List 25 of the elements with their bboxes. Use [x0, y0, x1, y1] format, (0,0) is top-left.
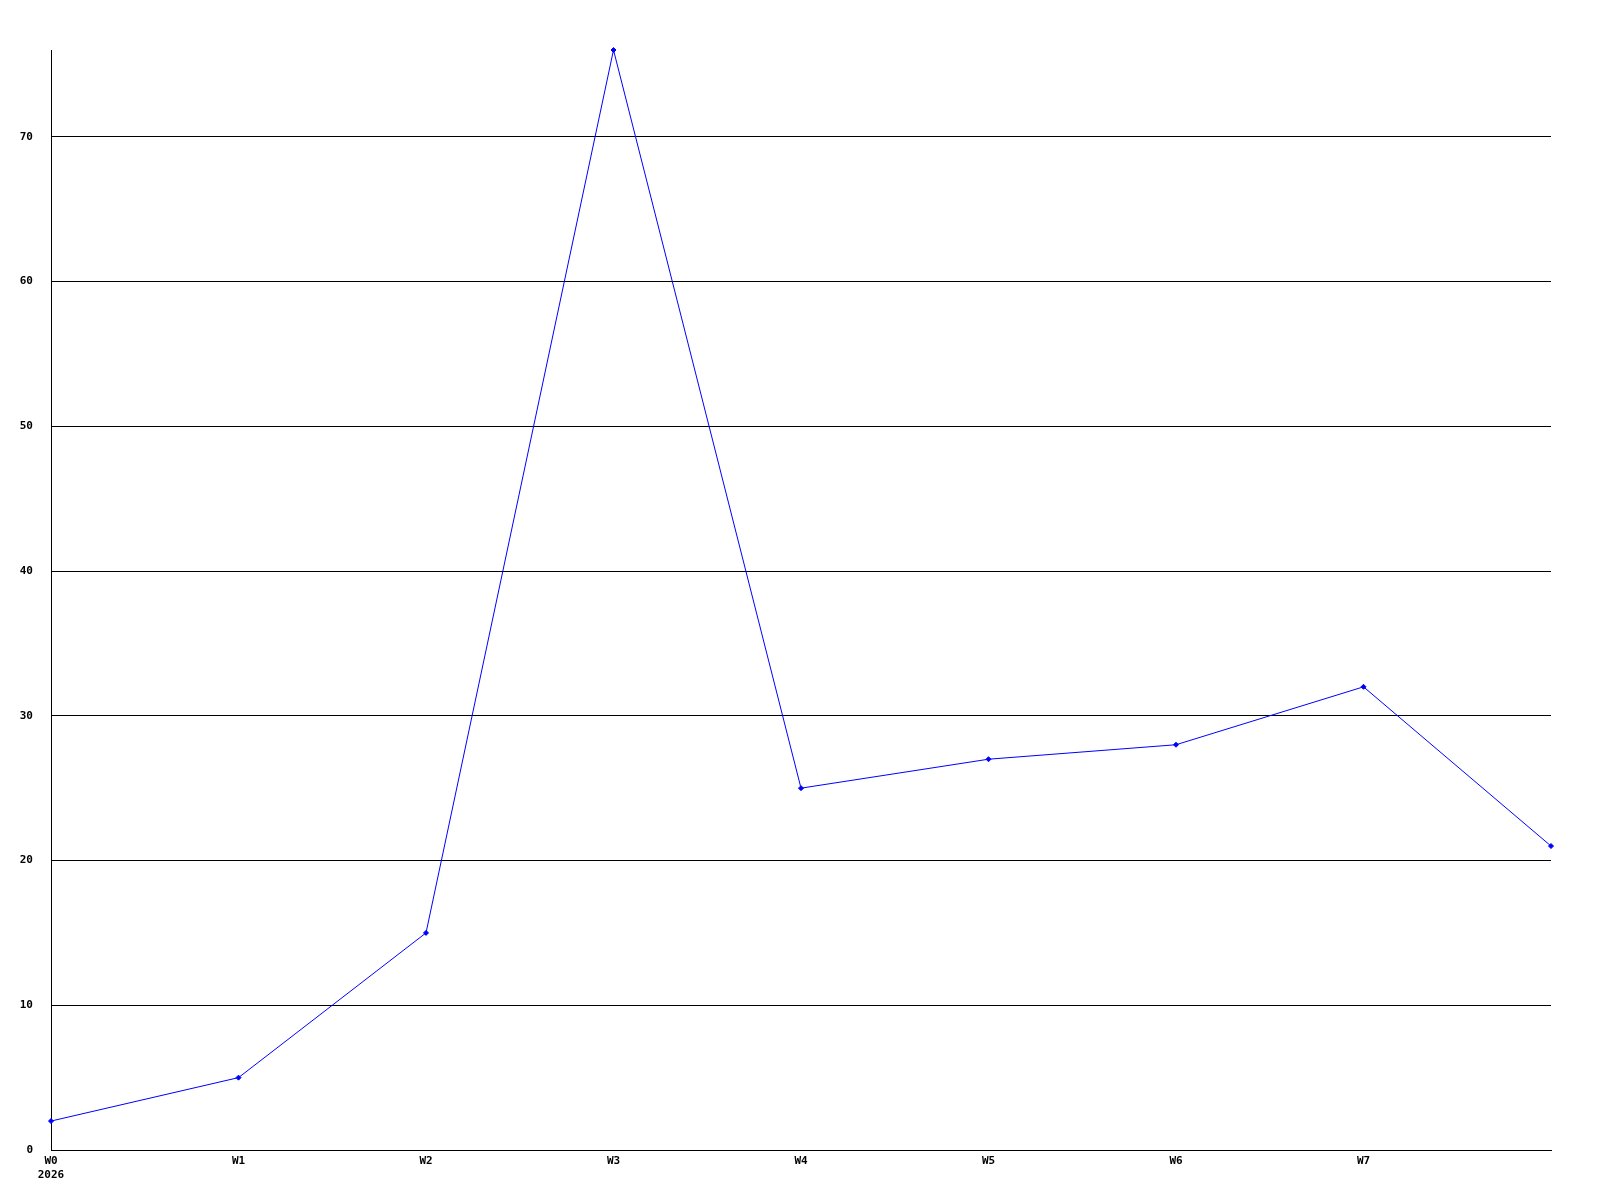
x-tick-label: W4: [794, 1154, 808, 1168]
point: [610, 47, 617, 53]
point: [235, 1074, 242, 1081]
x-tick-label: W0 2026: [37, 1154, 65, 1181]
point: [1360, 683, 1367, 690]
x-tick-label: W7: [1356, 1154, 1371, 1168]
x-tick-label: W1: [231, 1154, 246, 1168]
point: [985, 756, 992, 763]
x-tick-label: W6: [1169, 1154, 1183, 1168]
point: [798, 785, 804, 792]
x-tick-label: W3: [606, 1154, 621, 1168]
y-tick-label: 10: [19, 998, 33, 1012]
x-tick-label: W2: [419, 1154, 433, 1168]
y-tick-label: 0: [26, 1142, 33, 1156]
y-tick-label: 70: [19, 129, 33, 143]
x-tick-label: W5: [981, 1154, 996, 1168]
point: [48, 1118, 54, 1125]
y-tick-label: 60: [19, 274, 33, 288]
point: [1173, 741, 1179, 748]
y-tick-label: 20: [19, 853, 33, 867]
y-tick-label: 50: [19, 419, 33, 433]
point: [423, 929, 429, 936]
y-tick-label: 30: [19, 708, 33, 722]
y-tick-label: 40: [19, 563, 33, 577]
point: [1548, 843, 1554, 850]
